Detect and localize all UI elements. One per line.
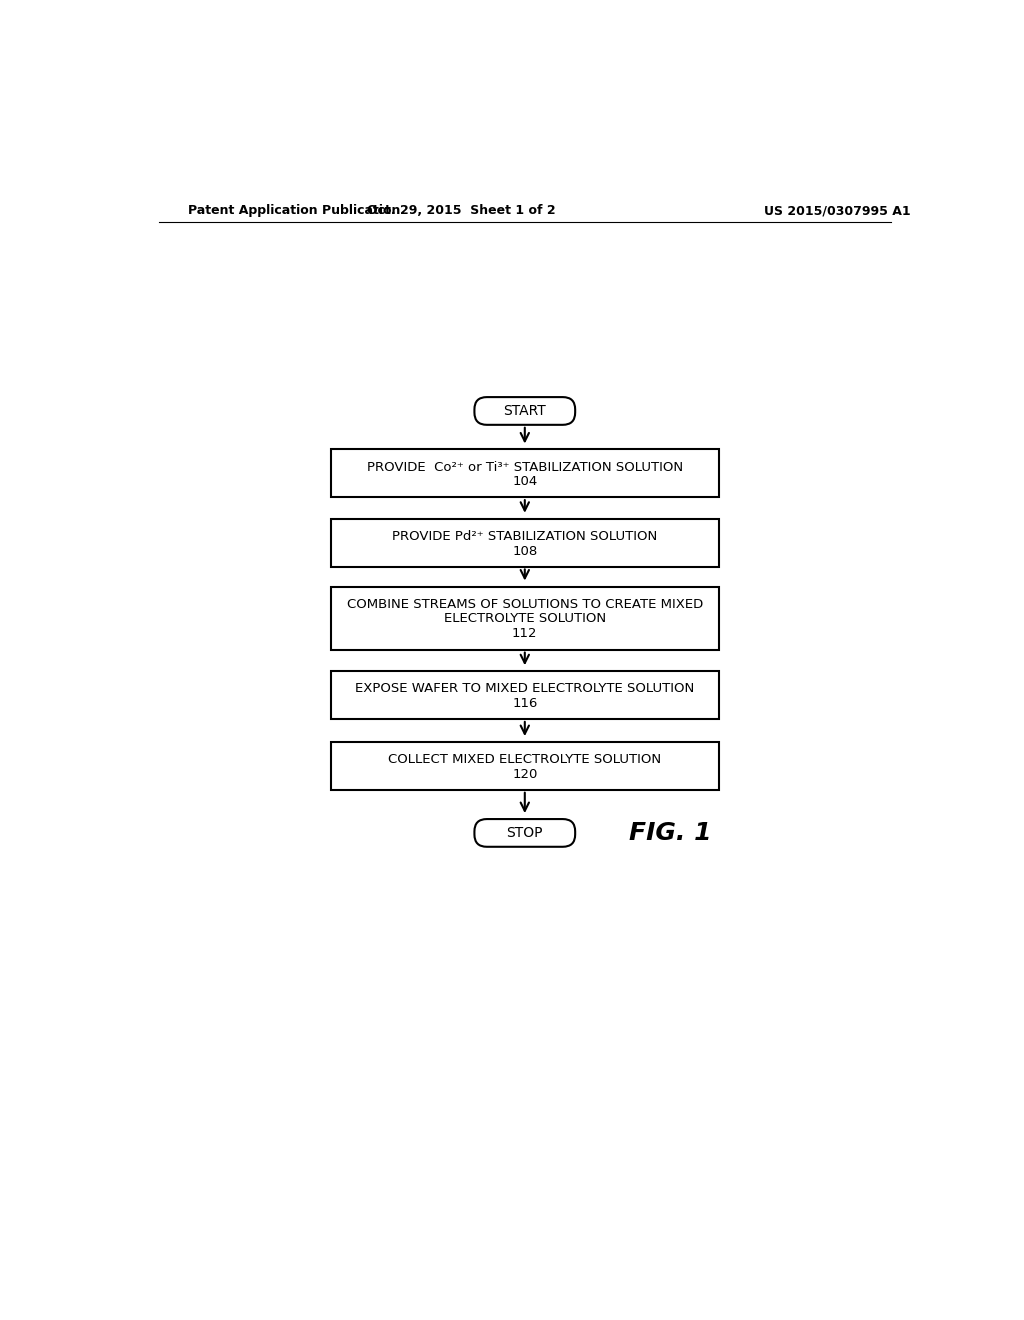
- Text: 116: 116: [512, 697, 538, 710]
- Text: Oct. 29, 2015  Sheet 1 of 2: Oct. 29, 2015 Sheet 1 of 2: [367, 205, 556, 218]
- Text: ELECTROLYTE SOLUTION: ELECTROLYTE SOLUTION: [443, 611, 606, 624]
- Text: 108: 108: [512, 545, 538, 558]
- FancyBboxPatch shape: [474, 397, 575, 425]
- Text: PROVIDE Pd²⁺ STABILIZATION SOLUTION: PROVIDE Pd²⁺ STABILIZATION SOLUTION: [392, 529, 657, 543]
- Text: 120: 120: [512, 768, 538, 781]
- Text: START: START: [504, 404, 546, 418]
- Text: US 2015/0307995 A1: US 2015/0307995 A1: [764, 205, 910, 218]
- Text: COMBINE STREAMS OF SOLUTIONS TO CREATE MIXED: COMBINE STREAMS OF SOLUTIONS TO CREATE M…: [347, 598, 702, 611]
- Text: PROVIDE  Co²⁺ or Ti³⁺ STABILIZATION SOLUTION: PROVIDE Co²⁺ or Ti³⁺ STABILIZATION SOLUT…: [367, 461, 683, 474]
- Text: 104: 104: [512, 475, 538, 488]
- Text: 112: 112: [512, 627, 538, 640]
- Bar: [331, 671, 719, 719]
- Bar: [331, 449, 719, 498]
- Text: COLLECT MIXED ELECTROLYTE SOLUTION: COLLECT MIXED ELECTROLYTE SOLUTION: [388, 754, 662, 766]
- FancyBboxPatch shape: [474, 818, 575, 847]
- Text: STOP: STOP: [507, 826, 543, 840]
- Text: FIG. 1: FIG. 1: [630, 821, 712, 845]
- Text: EXPOSE WAFER TO MIXED ELECTROLYTE SOLUTION: EXPOSE WAFER TO MIXED ELECTROLYTE SOLUTI…: [355, 682, 694, 696]
- Bar: [331, 519, 719, 566]
- Text: Patent Application Publication: Patent Application Publication: [188, 205, 400, 218]
- Bar: [331, 742, 719, 789]
- Bar: [331, 586, 719, 649]
